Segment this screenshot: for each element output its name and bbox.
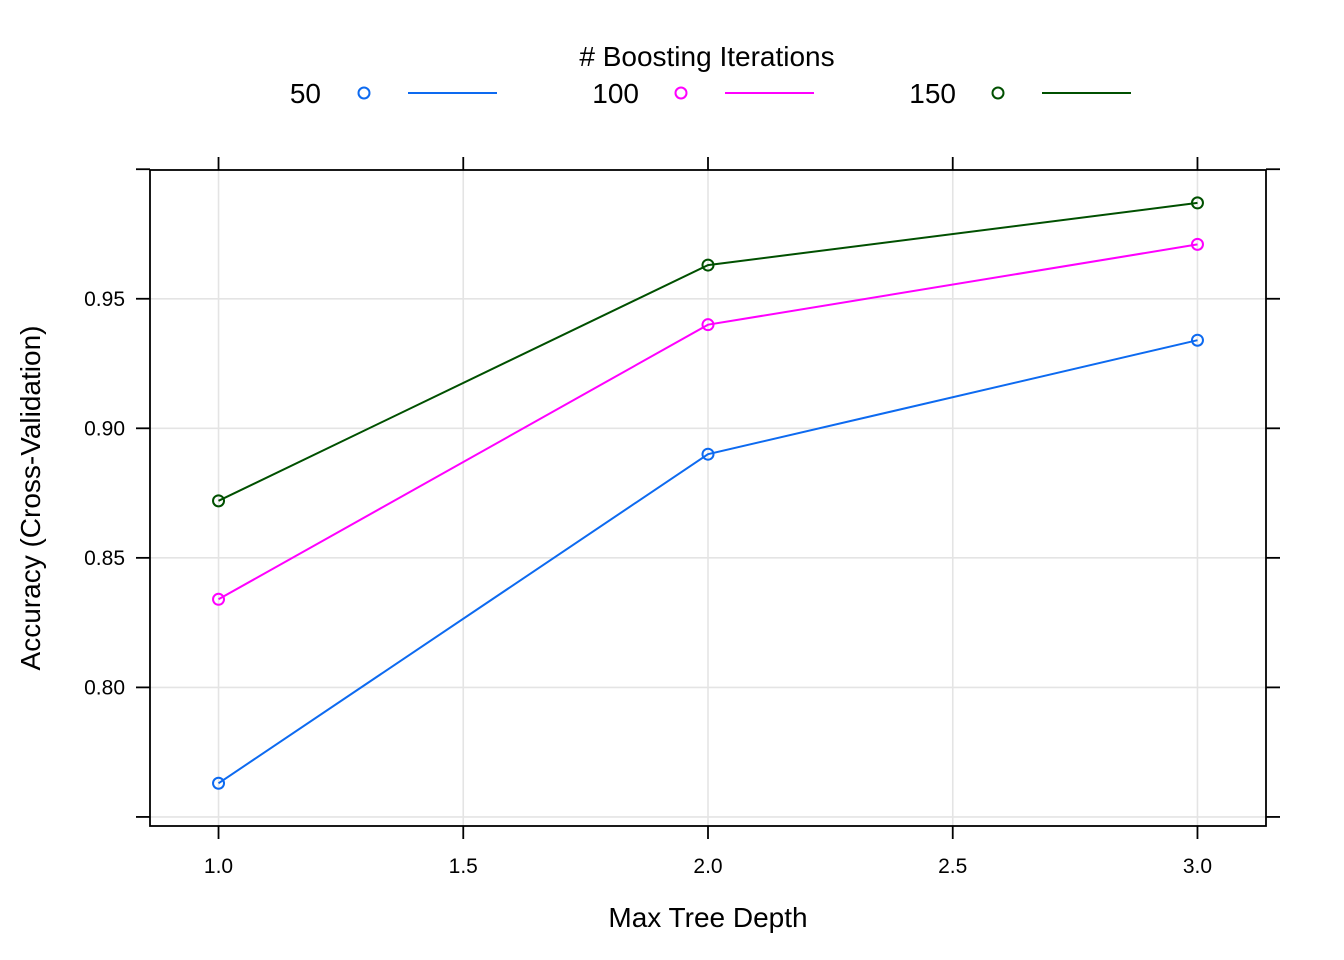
axis-ticks bbox=[136, 157, 1280, 839]
series-group bbox=[212, 196, 1204, 790]
y-axis-title: Accuracy (Cross-Validation) bbox=[15, 326, 46, 671]
data-point-150 bbox=[701, 258, 715, 272]
axis-tick-labels: 1.0 1.5 2.0 2.5 3.0 0.80 0.85 0.90 0.95 bbox=[84, 288, 1212, 878]
legend-marker-100 bbox=[674, 86, 688, 100]
legend-marker-50 bbox=[357, 86, 371, 100]
x-tick-label: 1.5 bbox=[449, 855, 478, 878]
legend-label-100: 100 bbox=[592, 78, 639, 109]
x-tick-label: 2.0 bbox=[693, 855, 722, 878]
y-tick-label: 0.95 bbox=[84, 288, 125, 311]
x-tick-label: 3.0 bbox=[1183, 855, 1212, 878]
data-point-100 bbox=[701, 318, 715, 332]
data-point-50 bbox=[212, 776, 226, 790]
data-point-150 bbox=[1190, 196, 1204, 210]
data-point-50 bbox=[1190, 333, 1204, 347]
x-axis-title: Max Tree Depth bbox=[608, 902, 807, 933]
y-tick-label: 0.80 bbox=[84, 676, 125, 699]
legend-title: # Boosting Iterations bbox=[579, 41, 834, 72]
legend-label-150: 150 bbox=[909, 78, 956, 109]
y-tick-label: 0.90 bbox=[84, 417, 125, 440]
data-point-100 bbox=[212, 592, 226, 606]
data-point-100 bbox=[1190, 237, 1204, 251]
legend: 50 100 150 bbox=[290, 78, 1131, 109]
series-line-150 bbox=[218, 201, 1198, 502]
data-point-50 bbox=[701, 447, 715, 461]
x-tick-label: 1.0 bbox=[204, 855, 233, 878]
series-line-100 bbox=[218, 243, 1198, 601]
series-line-50 bbox=[217, 339, 1198, 785]
y-tick-label: 0.85 bbox=[84, 547, 125, 570]
grid bbox=[150, 170, 1266, 826]
x-tick-label: 2.5 bbox=[938, 855, 967, 878]
legend-label-50: 50 bbox=[290, 78, 321, 109]
legend-marker-150 bbox=[991, 86, 1005, 100]
data-point-150 bbox=[212, 494, 226, 508]
